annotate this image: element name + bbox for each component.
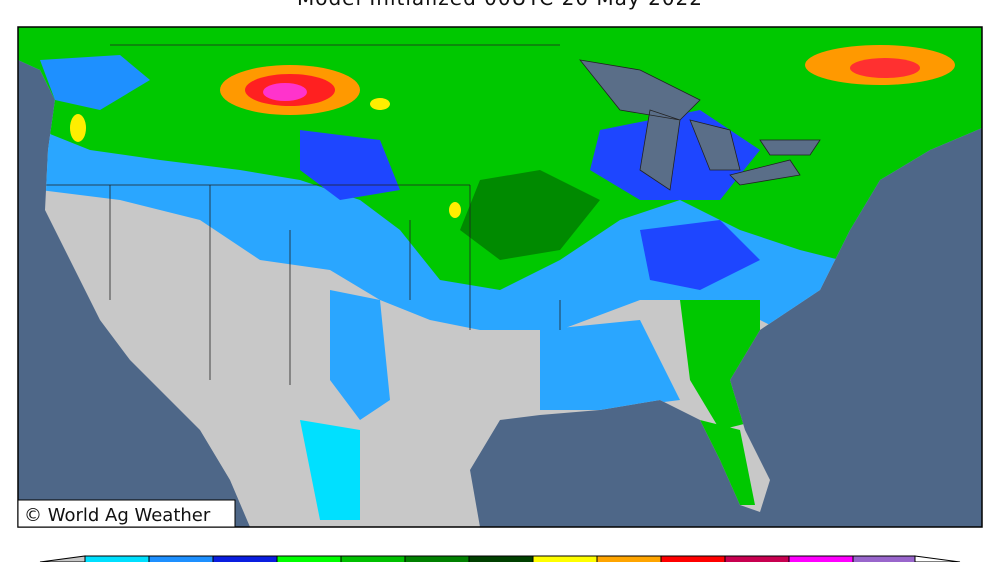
great-lakes [579,59,821,191]
map-frame [17,26,983,528]
colorbar [39,555,961,562]
precip-dark-green [460,170,600,260]
credit: © World Ag Weather [24,505,211,526]
land [18,27,982,527]
credit-box [17,499,236,528]
map-title: Model Initialized 00UTC 20 May 2022 [297,0,703,10]
map [18,27,982,527]
